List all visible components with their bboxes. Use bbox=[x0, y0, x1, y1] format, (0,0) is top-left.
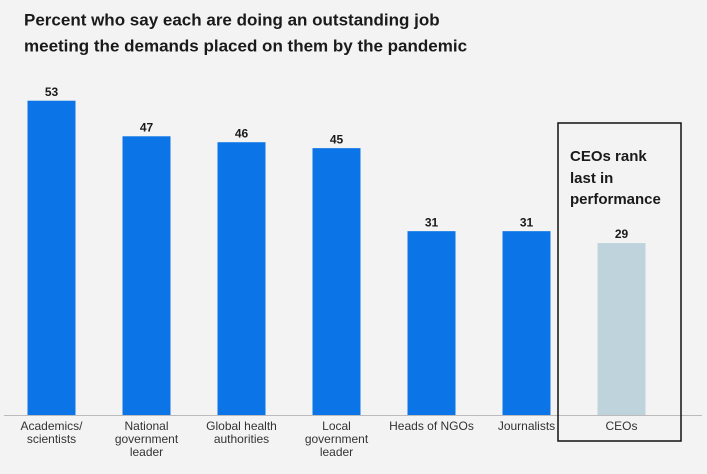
bar bbox=[407, 231, 456, 415]
x-tick-label: National bbox=[124, 419, 168, 433]
x-tick-label: leader bbox=[130, 445, 163, 459]
bar bbox=[122, 136, 171, 416]
value-label: 46 bbox=[235, 126, 249, 140]
value-label: 53 bbox=[45, 85, 59, 99]
x-tick-label: authorities bbox=[214, 432, 269, 446]
x-tick-label: Heads of NGOs bbox=[389, 419, 474, 433]
bar bbox=[597, 243, 646, 415]
x-tick-label: Academics/ bbox=[20, 419, 83, 433]
bar bbox=[502, 231, 551, 415]
annotation: CEOs rank bbox=[570, 148, 647, 165]
x-tick-label: leader bbox=[320, 445, 353, 459]
x-tick-label: government bbox=[115, 432, 179, 446]
x-tick-label: government bbox=[305, 432, 369, 446]
value-label: 29 bbox=[615, 227, 629, 241]
chart-title: meeting the demands placed on them by th… bbox=[24, 36, 467, 55]
x-tick-label: CEOs bbox=[605, 419, 637, 433]
x-tick-label: Global health bbox=[206, 419, 277, 433]
bar bbox=[27, 100, 76, 416]
annotation: performance bbox=[570, 191, 661, 208]
highlight-box bbox=[557, 122, 682, 442]
bar bbox=[217, 142, 266, 415]
annotation: last in bbox=[570, 170, 613, 187]
value-label: 47 bbox=[140, 120, 154, 134]
value-label: 31 bbox=[520, 215, 534, 229]
x-tick-label: scientists bbox=[27, 432, 76, 446]
bar bbox=[312, 148, 361, 415]
value-label: 45 bbox=[330, 132, 344, 146]
value-label: 31 bbox=[425, 215, 439, 229]
x-tick-label: Local bbox=[322, 419, 351, 433]
chart-title: Percent who say each are doing an outsta… bbox=[24, 10, 440, 29]
x-tick-label: Journalists bbox=[498, 419, 555, 433]
